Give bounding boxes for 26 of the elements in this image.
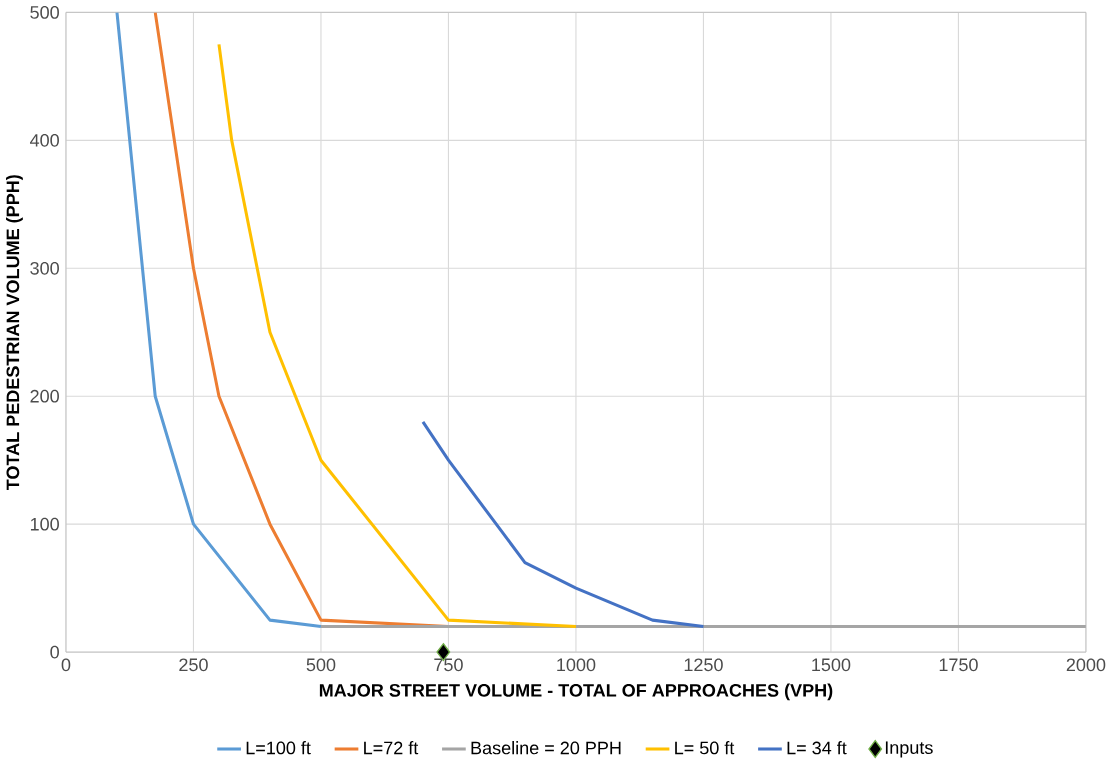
y-tick-label: 100 xyxy=(30,517,59,531)
line-series xyxy=(217,42,578,628)
x-tick-label: 1500 xyxy=(812,658,851,671)
x-tick-label: 1750 xyxy=(939,658,978,671)
legend-label: Inputs xyxy=(885,741,933,758)
x-tick-label: 750 xyxy=(434,658,463,671)
legend-label: L= 34 ft xyxy=(787,740,847,755)
y-tick-label: 400 xyxy=(29,133,59,147)
legend-label: L=72 ft xyxy=(364,740,419,755)
x-tick-label: 250 xyxy=(179,658,208,671)
y-tick-label: 200 xyxy=(30,389,59,403)
x-tick-label: 500 xyxy=(306,658,336,671)
line-series xyxy=(115,12,323,628)
y-tick-label: 300 xyxy=(30,261,59,275)
legend-label: L= 50 ft xyxy=(675,740,735,755)
y-axis-title: TOTAL PEDESTRIAN VOLUME (PPH) xyxy=(6,174,23,490)
y-tick-label: 500 xyxy=(30,5,59,19)
x-tick-label: 2000 xyxy=(1066,658,1106,671)
x-axis-title: MAJOR STREET VOLUME - TOTAL OF APPROACHES (VPH) xyxy=(319,683,833,701)
y-tick-label: 0 xyxy=(50,645,59,659)
legend-label: Baseline = 20 PPH xyxy=(471,740,621,755)
legend-label: L=100 ft xyxy=(246,740,311,755)
x-tick-label: 1000 xyxy=(557,658,596,671)
line-series xyxy=(421,420,705,628)
x-tick-label: 1250 xyxy=(684,658,723,671)
x-tick-label: 0 xyxy=(61,658,71,671)
